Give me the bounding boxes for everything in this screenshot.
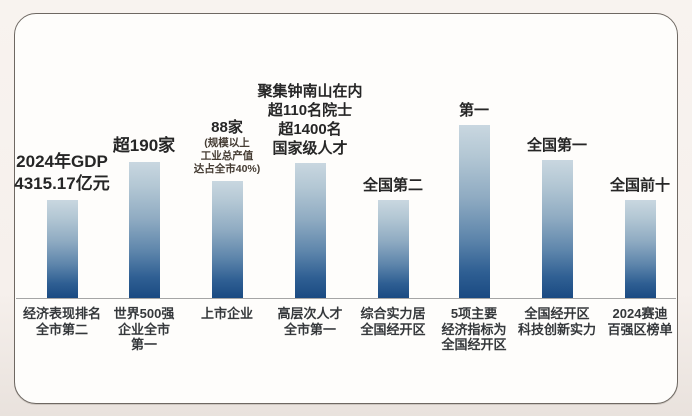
bar-top-label-group: 全国第二 (318, 176, 468, 195)
bar-category-label: 综合实力居 全国经开区 (360, 306, 426, 337)
bar-gdp (46, 200, 78, 298)
bar-value-label: 全国前十 (609, 177, 670, 194)
bar-value-label: 全国第一 (526, 137, 587, 154)
bar-value-label: 88家 (211, 119, 243, 136)
bar-column-top100-districts: 全国前十 2024赛迪 百强区榜单 (15, 14, 677, 403)
bar-column-gdp: 2024年GDP 4315.17亿元 经济表现排名 全市第二 (14, 14, 677, 403)
bar-top100-districts (624, 200, 656, 298)
bar-category-label: 5项主要 经济指标为 全国经开区 (441, 306, 507, 352)
bar-column-tech-innovation: 全国第一 全国经开区 科技创新实力 (15, 14, 677, 403)
bar-tech-innovation (541, 160, 573, 298)
bar-column-fortune500: 超190家 世界500强 企业全市 第一 (15, 14, 677, 403)
bar-category-label: 世界500强 企业全市 第一 (113, 306, 175, 352)
bar-top-label-group: 聚集钟南山在内 超110名院士 超1400名 国家级人才 (235, 82, 385, 158)
bar-category-label: 2024赛迪 百强区榜单 (607, 306, 673, 337)
bar-category-label: 全国经开区 科技创新实力 (517, 306, 596, 337)
bar-column-talents: 聚集钟南山在内 超110名院士 超1400名 国家级人才 高层次人才 全市第一 (15, 14, 677, 403)
bar-value-note: (规模以上 工业总产值 达占全市40%) (193, 137, 261, 175)
bar-talents (294, 163, 326, 298)
bar-value-label: 超190家 (112, 136, 176, 155)
bar-category-label: 上市企业 (200, 306, 253, 321)
bar-listed-companies (211, 181, 243, 298)
bar-category-label: 高层次人才 全市第一 (277, 306, 343, 337)
bar-economic-indicators (458, 125, 490, 298)
bar-top-label-group: 88家 (规模以上 工业总产值 达占全市40%) (152, 118, 302, 176)
bar-top-label-group: 第一 (399, 101, 549, 120)
bar-comprehensive-strength (377, 200, 409, 298)
bar-value-label: 聚集钟南山在内 超110名院士 超1400名 国家级人才 (257, 83, 363, 157)
bar-top-label-group: 超190家 (69, 135, 219, 157)
bar-category-label: 经济表现排名 全市第二 (22, 306, 101, 337)
chart-card: 2024年GDP 4315.17亿元 经济表现排名 全市第二 超190家 世界5… (14, 13, 678, 404)
bar-value-label: 第一 (458, 102, 489, 119)
bar-value-label: 2024年GDP 4315.17亿元 (14, 152, 110, 193)
bar-value-label: 全国第二 (362, 177, 423, 194)
bar-column-comprehensive-strength: 全国第二 综合实力居 全国经开区 (15, 14, 677, 403)
baseline-axis (16, 297, 676, 299)
bar-top-label-group: 全国前十 (565, 176, 692, 195)
bar-top-label-group: 2024年GDP 4315.17亿元 (0, 151, 137, 195)
bar-fortune500 (128, 162, 160, 298)
bar-column-economic-indicators: 第一 5项主要 经济指标为 全国经开区 (15, 14, 677, 403)
bar-column-listed-companies: 88家 (规模以上 工业总产值 达占全市40%) 上市企业 (15, 14, 677, 403)
bar-top-label-group: 全国第一 (482, 136, 632, 155)
